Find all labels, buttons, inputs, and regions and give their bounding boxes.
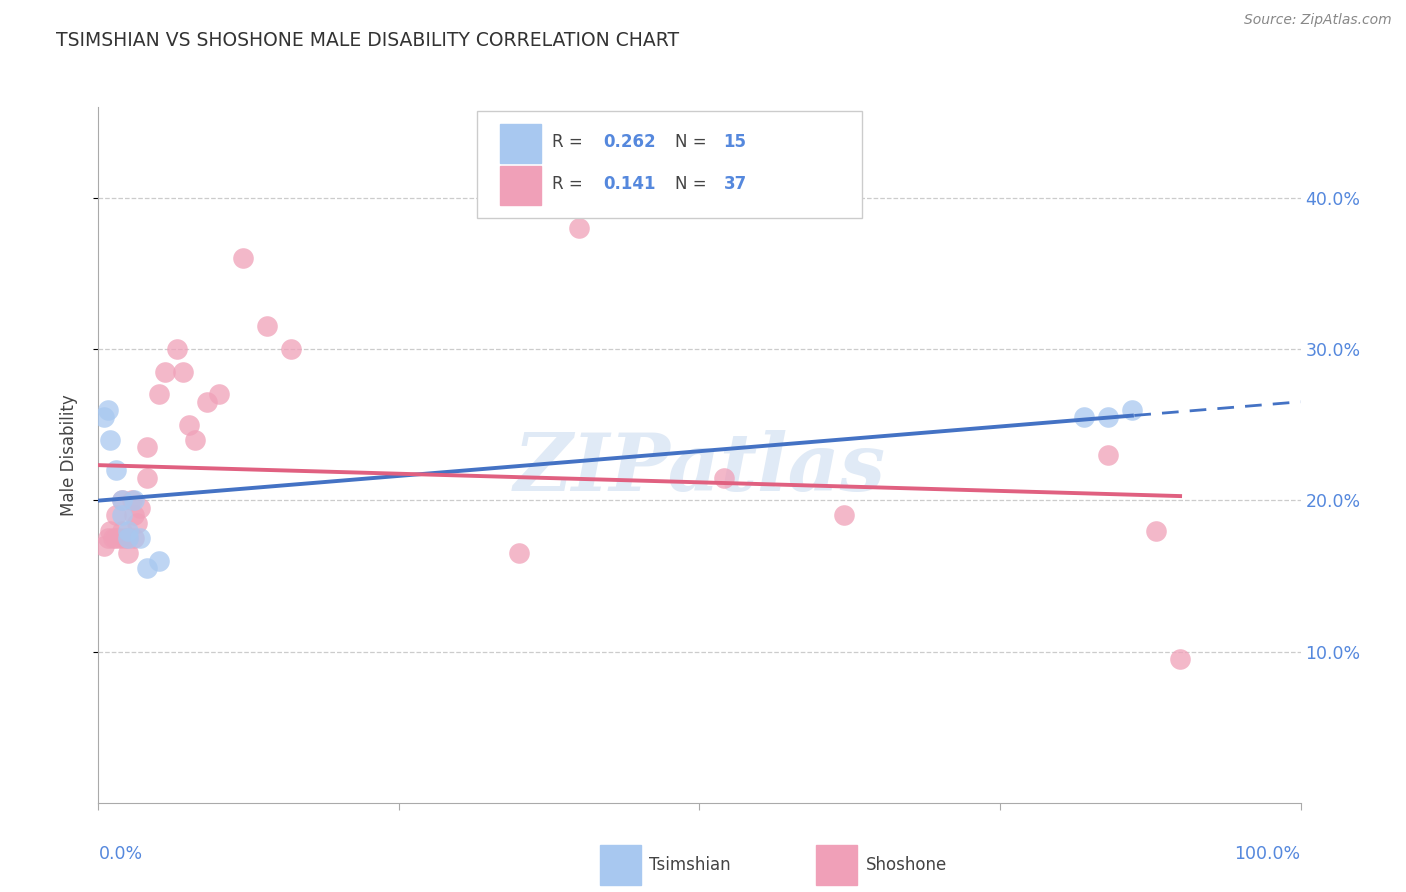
- Point: [97, 531, 120, 545]
- Point: [101, 531, 124, 545]
- Text: 37: 37: [724, 175, 747, 193]
- Point: [111, 508, 134, 523]
- Point: [117, 546, 139, 560]
- FancyBboxPatch shape: [600, 845, 641, 885]
- Text: N =: N =: [675, 133, 713, 151]
- Point: [105, 463, 128, 477]
- Text: Shoshone: Shoshone: [865, 856, 946, 874]
- FancyBboxPatch shape: [501, 124, 541, 163]
- Point: [129, 500, 152, 515]
- Point: [148, 387, 170, 401]
- Point: [93, 410, 115, 425]
- Point: [111, 493, 134, 508]
- Point: [111, 493, 134, 508]
- Point: [172, 365, 194, 379]
- Point: [124, 508, 146, 523]
- Point: [1097, 448, 1119, 462]
- Point: [105, 508, 128, 523]
- Text: Source: ZipAtlas.com: Source: ZipAtlas.com: [1244, 13, 1392, 28]
- Point: [183, 433, 205, 447]
- Point: [135, 470, 157, 484]
- Y-axis label: Male Disability: Male Disability: [59, 394, 77, 516]
- Point: [117, 524, 139, 538]
- Text: R =: R =: [551, 175, 588, 193]
- FancyBboxPatch shape: [477, 111, 862, 219]
- Point: [117, 531, 139, 545]
- Point: [1121, 402, 1143, 417]
- Point: [121, 493, 143, 508]
- Point: [135, 561, 157, 575]
- Point: [1073, 410, 1095, 425]
- Text: ZIPatlas: ZIPatlas: [513, 430, 886, 508]
- Point: [195, 395, 218, 409]
- Text: 0.262: 0.262: [603, 133, 657, 151]
- FancyBboxPatch shape: [501, 166, 541, 205]
- Point: [508, 546, 530, 560]
- Point: [97, 402, 120, 417]
- Text: 15: 15: [724, 133, 747, 151]
- Text: Tsimshian: Tsimshian: [650, 856, 731, 874]
- Point: [135, 441, 157, 455]
- Text: N =: N =: [675, 175, 713, 193]
- Point: [100, 524, 122, 538]
- Text: 0.0%: 0.0%: [98, 845, 142, 863]
- Text: 0.141: 0.141: [603, 175, 655, 193]
- Text: 100.0%: 100.0%: [1234, 845, 1301, 863]
- Point: [280, 342, 302, 356]
- Point: [93, 539, 115, 553]
- Point: [117, 531, 139, 545]
- Point: [177, 417, 200, 432]
- Point: [125, 516, 148, 530]
- Point: [148, 554, 170, 568]
- Point: [129, 531, 152, 545]
- Point: [568, 221, 591, 235]
- Point: [153, 365, 176, 379]
- Point: [166, 342, 188, 356]
- Text: TSIMSHIAN VS SHOSHONE MALE DISABILITY CORRELATION CHART: TSIMSHIAN VS SHOSHONE MALE DISABILITY CO…: [56, 31, 679, 50]
- Point: [124, 531, 146, 545]
- Point: [124, 493, 146, 508]
- Point: [105, 531, 128, 545]
- Point: [713, 470, 735, 484]
- Point: [232, 252, 254, 266]
- Point: [1170, 652, 1192, 666]
- FancyBboxPatch shape: [815, 845, 858, 885]
- Point: [114, 531, 136, 545]
- Point: [111, 524, 134, 538]
- Point: [208, 387, 231, 401]
- Point: [108, 531, 131, 545]
- Point: [1144, 524, 1167, 538]
- Point: [1097, 410, 1119, 425]
- Text: R =: R =: [551, 133, 588, 151]
- Point: [100, 433, 122, 447]
- Point: [256, 319, 278, 334]
- Point: [832, 508, 855, 523]
